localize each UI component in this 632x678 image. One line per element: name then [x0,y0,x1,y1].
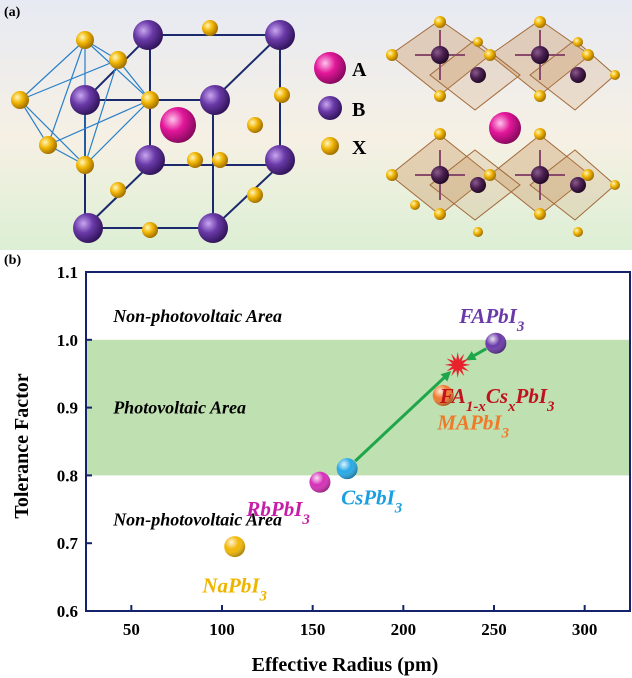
y-tick-label-4: 1.0 [57,331,78,350]
point-fapbi3: FAPbI3 [458,304,525,354]
chart-axes: 0.6 0.7 0.8 0.9 1.0 1.1 50 100 150 200 250 300 [57,263,631,639]
point-label-2: CsPbI3 [341,486,403,517]
x-tick-label-3: 200 [391,620,417,639]
point-label-0: NaPbI3 [201,574,267,605]
point-label-4: FAPbI3 [458,304,525,335]
point-mapbi3: MAPbI3 [432,384,510,441]
plot-frame [85,271,631,612]
octahedral-network [386,16,620,237]
x-tick-label-4: 250 [481,620,507,639]
legend-label-b: B [352,99,365,121]
arrow-1 [465,347,487,361]
photovoltaic-band [86,339,630,476]
x-tick-label-5: 300 [572,620,598,639]
band-0 [86,339,630,476]
x-tick-label-1: 100 [209,620,235,639]
y-axis-label: Tolerance Factor [11,373,33,518]
arrow-0 [354,371,452,463]
crystal-structure-panel: (a) A B [0,0,632,250]
y-tick-label-0: 0.6 [57,602,78,621]
cube-atoms [11,20,295,243]
point-fa-cs-pbi3-star: FA1-xCsxPbI3 [439,351,555,415]
legend-swatch-b [318,96,342,120]
legend-swatch-x [321,137,339,155]
trend-arrows [354,347,487,463]
y-tick-label-2: 0.8 [57,466,78,485]
tolerance-factor-chart: (b) Non-photovoltaic Area Photovoltaic Ar… [4,253,631,676]
atom-legend: A B X [314,52,367,159]
star-label: FA1-xCsxPbI3 [439,384,555,415]
y-tick-label-3: 0.9 [57,399,78,418]
x-tick-label-0: 50 [123,620,140,639]
annotation-0: Non-photovoltaic Area [112,306,282,326]
data-points: NaPbI3 RbPbI3 CsPbI3 MAPbI3 FAPbI3 FA1-xCsxPb… [201,304,555,604]
y-tick-label-5: 1.1 [57,263,78,282]
point-napbi3: NaPbI3 [201,536,268,605]
y-tick-label-1: 0.7 [57,534,79,553]
x-axis-label: Effective Radius (pm) [252,654,439,676]
legend-label-x: X [352,137,367,159]
point-label-3: MAPbI3 [436,410,509,441]
point-rbpbi3: RbPbI3 [245,471,331,528]
annotation-2: Non-photovoltaic Area [112,509,282,529]
legend-label-a: A [352,59,367,81]
panel-a-label: (a) [4,5,21,20]
annotation-1: Photovoltaic Area [112,398,246,418]
x-tick-label-2: 150 [300,620,326,639]
point-cspbi3: CsPbI3 [336,458,403,517]
legend-swatch-a [314,52,346,84]
point-label-1: RbPbI3 [245,497,310,528]
area-annotations: Non-photovoltaic Area Photovoltaic Area No… [112,306,282,529]
panel-b-label: (b) [4,253,21,268]
